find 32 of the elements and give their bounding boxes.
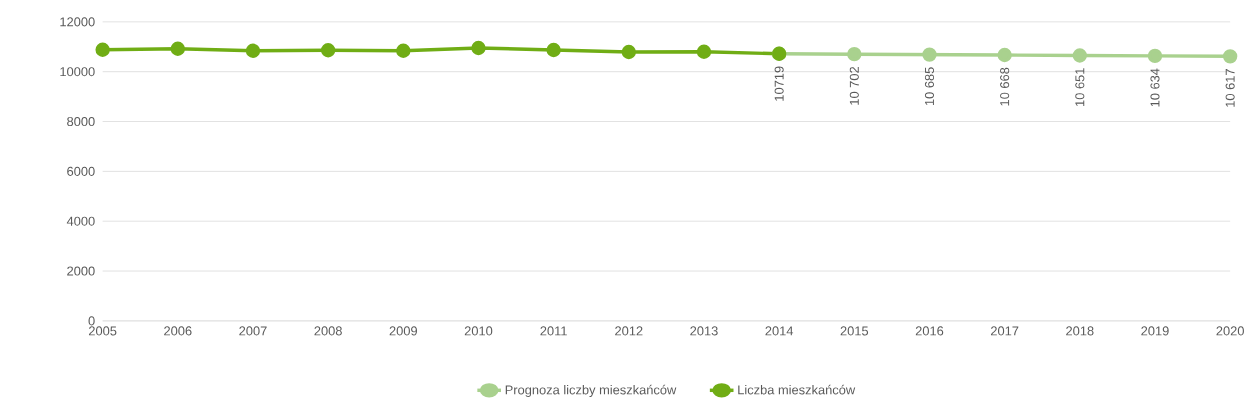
x-tick-label: 2015: [840, 326, 869, 336]
x-tick-label: 2012: [615, 326, 643, 336]
x-tick-label: 2005: [88, 326, 117, 336]
x-tick-label: 2017: [990, 326, 1019, 336]
y-tick-label: 6000: [67, 166, 95, 176]
data-label: 10 668: [1000, 67, 1010, 106]
legend-label: Prognoza liczby mieszkańców: [505, 384, 677, 397]
data-label: 10 702: [849, 66, 859, 105]
y-tick-label: 4000: [66, 216, 95, 226]
data-label: 10 617: [1225, 68, 1235, 107]
x-tick-label: 2016: [915, 326, 944, 336]
x-tick-label: 2011: [540, 326, 567, 336]
y-tick-label: 0: [88, 316, 95, 326]
data-label: 10719: [774, 66, 784, 101]
x-tick-label: 2009: [389, 326, 418, 336]
y-tick-label: 10000: [60, 67, 95, 77]
x-tick-label: 2020: [1216, 326, 1244, 336]
y-tick-label: 8000: [67, 116, 95, 126]
x-tick-label: 2014: [765, 326, 794, 336]
x-tick-label: 2019: [1141, 326, 1169, 336]
x-tick-label: 2013: [690, 326, 718, 336]
legend-label: Liczba mieszkańców: [738, 384, 856, 395]
data-label: 10 651: [1075, 68, 1085, 106]
x-tick-label: 2018: [1066, 326, 1094, 336]
data-label: 10 685: [924, 67, 935, 105]
x-tick-label: 2006: [164, 326, 192, 336]
data-label: 10 634: [1150, 68, 1160, 107]
x-tick-label: 2007: [239, 326, 267, 336]
x-tick-label: 2010: [464, 326, 493, 336]
x-tick-label: 2008: [314, 326, 342, 336]
y-tick-label: 2000: [67, 266, 95, 276]
y-tick-label: 12000: [60, 17, 95, 27]
